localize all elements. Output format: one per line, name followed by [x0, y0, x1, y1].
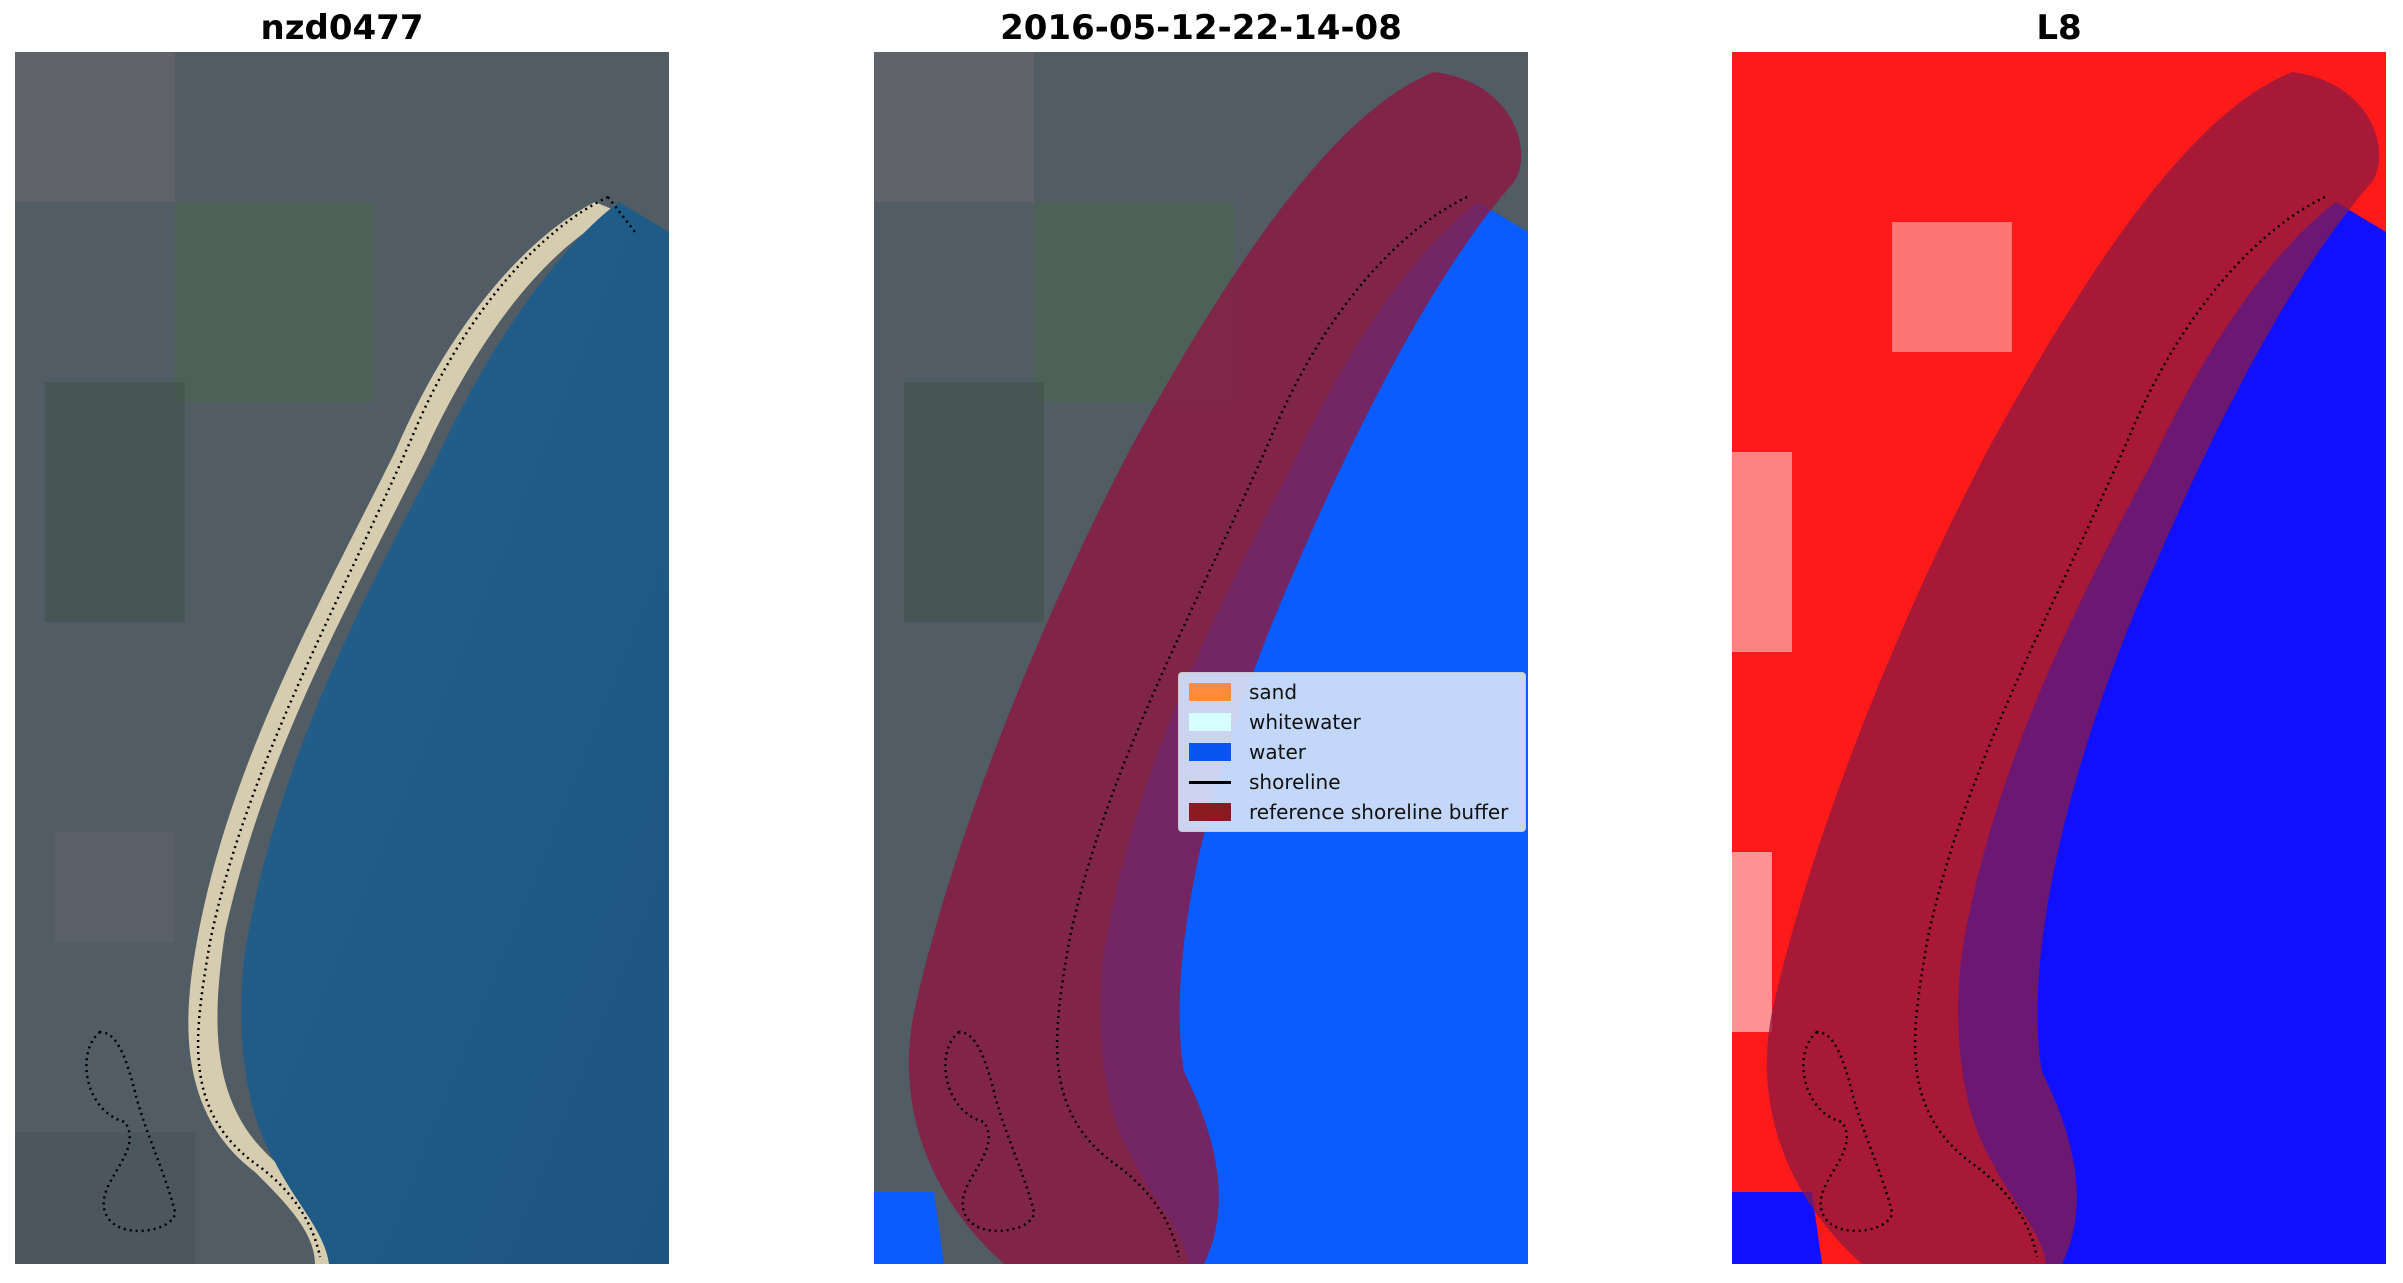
- legend-item-shoreline: shoreline: [1189, 767, 1515, 797]
- legend-item-whitewater: whitewater: [1189, 707, 1515, 737]
- shoreline-line-swatch: [1189, 780, 1231, 784]
- legend-label-buffer: reference shoreline buffer: [1249, 800, 1509, 824]
- whitewater-swatch: [1189, 713, 1231, 731]
- mndwi-image: [1732, 52, 2386, 1264]
- rgb-image: [15, 52, 669, 1264]
- legend-label-shoreline: shoreline: [1249, 770, 1341, 794]
- legend-item-buffer: reference shoreline buffer: [1189, 797, 1515, 827]
- mndwi-image-panel: [1732, 52, 2386, 1264]
- panel-title-rgb: nzd0477: [260, 8, 424, 48]
- classified-image: [874, 52, 1528, 1264]
- classified-image-panel: [874, 52, 1528, 1264]
- water-swatch: [1189, 743, 1231, 761]
- rgb-image-panel: [15, 52, 669, 1264]
- legend-label-whitewater: whitewater: [1249, 710, 1361, 734]
- panel-title-mndwi: L8: [2036, 8, 2082, 48]
- legend-label-sand: sand: [1249, 680, 1298, 704]
- sand-swatch: [1189, 683, 1231, 701]
- legend: sand whitewater water shoreline referenc…: [1178, 672, 1526, 832]
- legend-label-water: water: [1249, 740, 1306, 764]
- panel-title-classified: 2016-05-12-22-14-08: [1000, 8, 1402, 48]
- legend-item-sand: sand: [1189, 677, 1515, 707]
- buffer-swatch: [1189, 803, 1231, 821]
- legend-item-water: water: [1189, 737, 1515, 767]
